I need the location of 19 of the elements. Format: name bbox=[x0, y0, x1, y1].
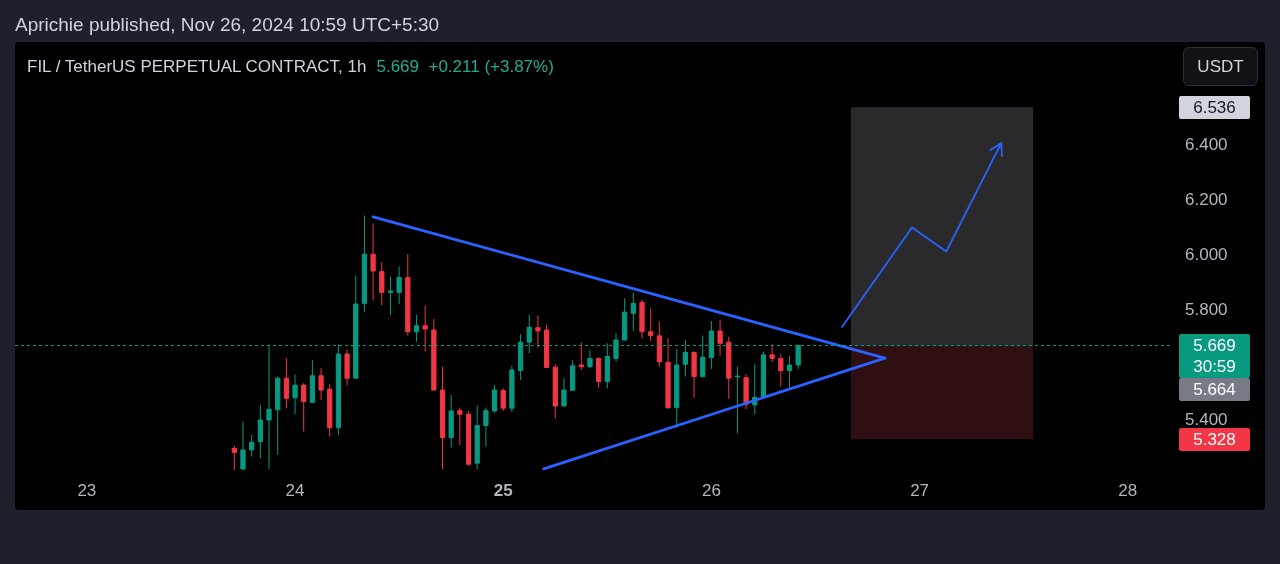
y-tick-label: 5.400 bbox=[1185, 410, 1228, 430]
y-tick-label: 6.400 bbox=[1185, 135, 1228, 155]
x-tick-label: 28 bbox=[1118, 481, 1138, 500]
text: 5.669 +0.211 (+3.87%) bbox=[376, 56, 554, 78]
unit-button: USDT bbox=[1183, 47, 1258, 86]
x-tick-label: 25 bbox=[493, 481, 513, 500]
y-tick-label: 6.200 bbox=[1185, 190, 1228, 210]
x-tick-label: 26 bbox=[701, 481, 721, 500]
y-tick-label: 5.800 bbox=[1185, 300, 1228, 320]
text: 5.328 bbox=[1179, 428, 1250, 450]
text: Aprichie published, Nov 26, 2024 10:59 UTC+5:30 bbox=[15, 13, 440, 37]
text: 5.664 bbox=[1179, 379, 1250, 400]
x-tick-label: 23 bbox=[77, 481, 97, 500]
x-tick-label: 27 bbox=[910, 481, 930, 500]
x-tick-label: 24 bbox=[285, 481, 305, 500]
text: 6.536 bbox=[1179, 96, 1250, 118]
y-tick-label: 6.000 bbox=[1185, 245, 1228, 265]
text: FIL / TetherUS PERPETUAL CONTRACT, 1h bbox=[27, 56, 367, 78]
ref-line-label: 5.669 30:59 bbox=[1179, 335, 1250, 377]
